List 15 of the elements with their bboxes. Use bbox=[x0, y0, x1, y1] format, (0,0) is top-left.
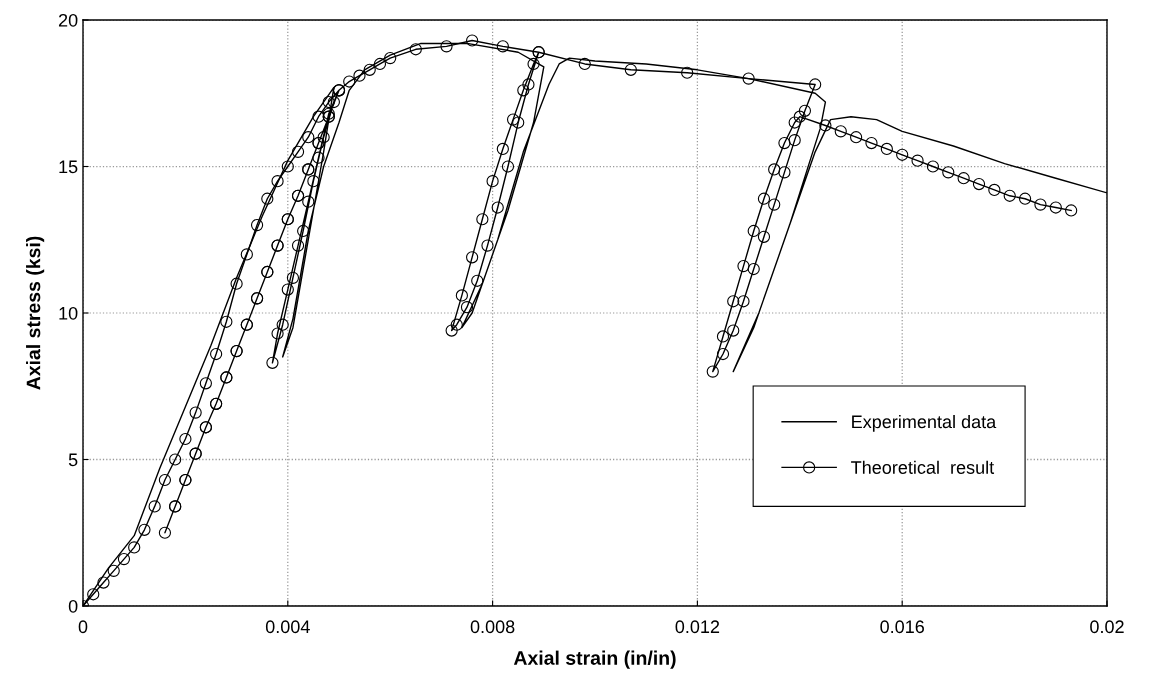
y-tick-label: 0 bbox=[68, 599, 78, 613]
legend-label: Experimental data bbox=[852, 414, 997, 432]
legend-label: Theoretical result bbox=[851, 460, 995, 474]
x-tick-label: 0 bbox=[78, 620, 88, 634]
y-tick-label: 5 bbox=[68, 453, 78, 467]
y-tick-label: 20 bbox=[58, 13, 78, 27]
x-tick-label: 0.008 bbox=[470, 620, 515, 634]
x-tick-label: 0.016 bbox=[880, 620, 924, 634]
y-tick-label: 15 bbox=[59, 160, 78, 174]
x-tick-label: 0.02 bbox=[1090, 620, 1124, 634]
y-tick-label: 10 bbox=[59, 306, 78, 320]
x-axis-title: Axial strain (in/in) bbox=[513, 650, 676, 669]
x-tick-label: 0.012 bbox=[675, 620, 720, 634]
y-axis-title: Axial stress (ksi) bbox=[26, 236, 45, 390]
x-tick-label: 0.004 bbox=[265, 620, 310, 634]
